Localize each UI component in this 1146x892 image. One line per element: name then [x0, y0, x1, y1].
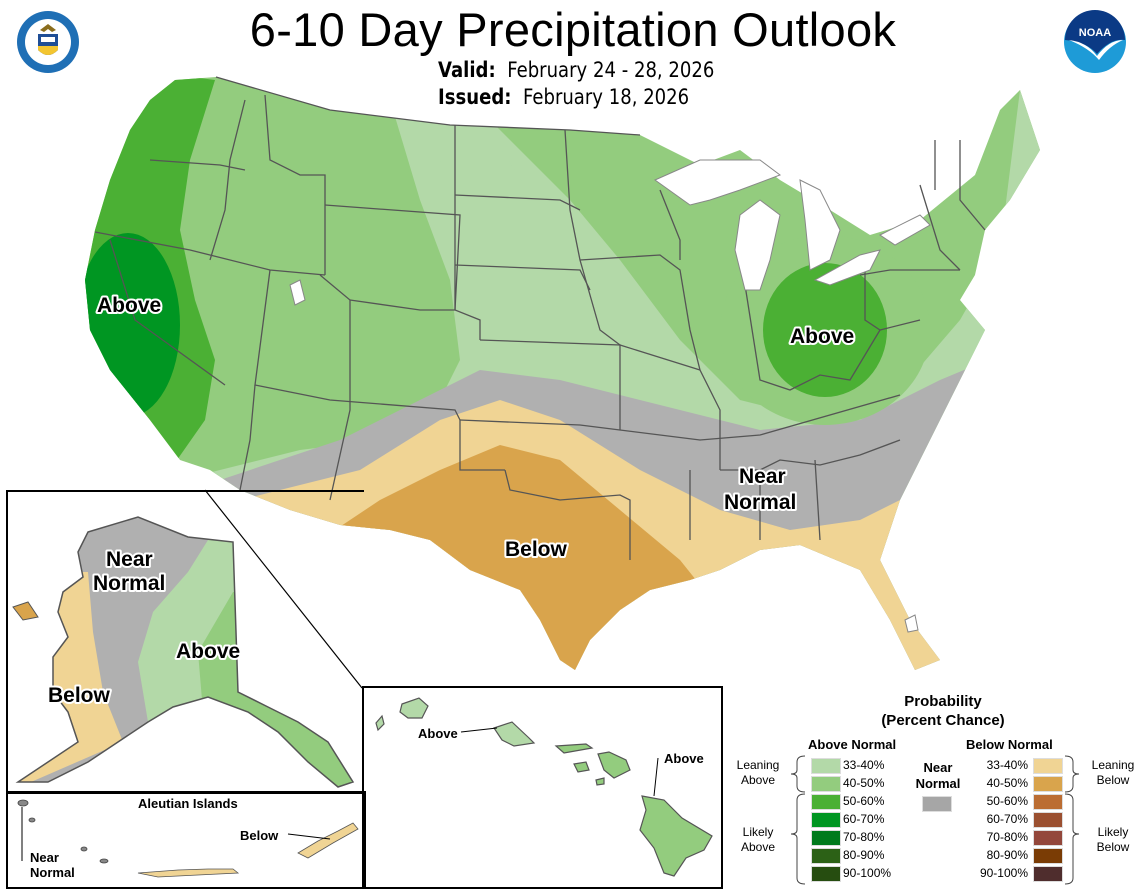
- valid-value: February 24 - 28, 2026: [507, 58, 715, 82]
- swatch-above-50-60: [811, 794, 841, 810]
- swatch-below-40-50: [1033, 776, 1063, 792]
- pct-below-33-40: 33-40%: [986, 758, 1028, 772]
- legend: Probability (Percent Chance) Above Norma…: [733, 690, 1146, 887]
- label-ak-near-line1: Near: [106, 548, 153, 571]
- aleutian-map: Aleutian Islands Near Normal Below: [17, 796, 359, 880]
- pct-above-50-60: 50-60%: [843, 794, 885, 808]
- pct-above-80-90: 80-90%: [843, 848, 885, 862]
- valid-dates: Valid: February 24 - 28, 2026: [438, 58, 714, 82]
- swatch-below-70-80: [1033, 830, 1063, 846]
- noaa-logo-icon: NOAA: [1063, 10, 1127, 74]
- swatch-below-90-100: [1033, 866, 1063, 882]
- label-oahu-above: Above: [418, 726, 458, 741]
- label-aleutian-near-line2: Normal: [30, 865, 75, 880]
- great-lakes: [289, 159, 931, 633]
- swatch-above-60-70: [811, 812, 841, 828]
- pct-above-70-80: 70-80%: [843, 830, 885, 844]
- map-title: 6-10 Day Precipitation Outlook: [249, 3, 897, 56]
- hawaii-inset: Above Above: [362, 686, 723, 889]
- label-ohio-above: Above: [790, 325, 854, 348]
- pct-above-60-70: 60-70%: [843, 812, 885, 826]
- legend-near-normal: Near Normal: [915, 760, 961, 791]
- legend-leaning-above: Leaning Above: [736, 758, 780, 787]
- pct-below-80-90: 80-90%: [986, 848, 1028, 862]
- swatch-below-60-70: [1033, 812, 1063, 828]
- alaska-inset: Near Normal Above Below: [6, 490, 364, 794]
- issued-value: February 18, 2026: [522, 85, 690, 109]
- swatch-above-70-80: [811, 830, 841, 846]
- label-aleutian-below: Below: [240, 828, 279, 843]
- pct-below-40-50: 40-50%: [986, 776, 1028, 790]
- pct-below-50-60: 50-60%: [986, 794, 1028, 808]
- swatch-below-80-90: [1033, 848, 1063, 864]
- pct-above-33-40: 33-40%: [843, 758, 885, 772]
- legend-likely-above: Likely Above: [740, 825, 776, 854]
- swatch-near-normal: [922, 796, 952, 812]
- legend-title-line2: (Percent Chance): [881, 712, 1005, 729]
- label-ak-below: Below: [48, 684, 111, 707]
- hawaii-map: Above Above: [375, 697, 713, 877]
- label-se-near-line1: Near: [739, 465, 786, 488]
- issued-label: Issued:: [438, 85, 512, 109]
- commerce-seal-icon: [16, 10, 80, 74]
- label-ak-above: Above: [176, 640, 240, 663]
- label-ak-near-line2: Normal: [93, 572, 165, 595]
- aleutian-inset: Aleutian Islands Near Normal Below: [6, 791, 366, 889]
- pct-below-70-80: 70-80%: [986, 830, 1028, 844]
- pct-below-60-70: 60-70%: [986, 812, 1028, 826]
- pct-above-90-100: 90-100%: [843, 866, 892, 880]
- pct-below-90-100: 90-100%: [979, 866, 1028, 880]
- swatch-below-50-60: [1033, 794, 1063, 810]
- swatch-above-90-100: [811, 866, 841, 882]
- swatch-above-80-90: [811, 848, 841, 864]
- swatch-above-33-40: [811, 758, 841, 774]
- legend-above-header: Above Normal: [808, 737, 897, 752]
- label-west-above: Above: [97, 294, 161, 317]
- label-se-near-line2: Normal: [724, 491, 796, 514]
- legend-likely-below: Likely Below: [1096, 825, 1130, 854]
- valid-label: Valid:: [438, 58, 496, 82]
- pct-above-40-50: 40-50%: [843, 776, 885, 790]
- svg-text:NOAA: NOAA: [1079, 27, 1111, 39]
- issued-date: Issued: February 18, 2026: [438, 85, 689, 109]
- legend-leaning-below: Leaning Below: [1091, 758, 1135, 787]
- state-boundaries: [94, 76, 986, 560]
- legend-below-header: Below Normal: [966, 737, 1053, 752]
- swatch-below-33-40: [1033, 758, 1063, 774]
- label-aleutian-near-line1: Near: [30, 850, 59, 865]
- label-bigisland-above: Above: [664, 751, 704, 766]
- label-texas-below: Below: [505, 538, 568, 561]
- alaska-map: Near Normal Above Below: [12, 516, 355, 788]
- swatch-above-40-50: [811, 776, 841, 792]
- legend-title: Probability (Percent Chance): [863, 692, 1023, 730]
- legend-brackets: [790, 755, 1080, 885]
- aleutian-title: Aleutian Islands: [138, 796, 238, 811]
- legend-title-line1: Probability: [904, 693, 982, 710]
